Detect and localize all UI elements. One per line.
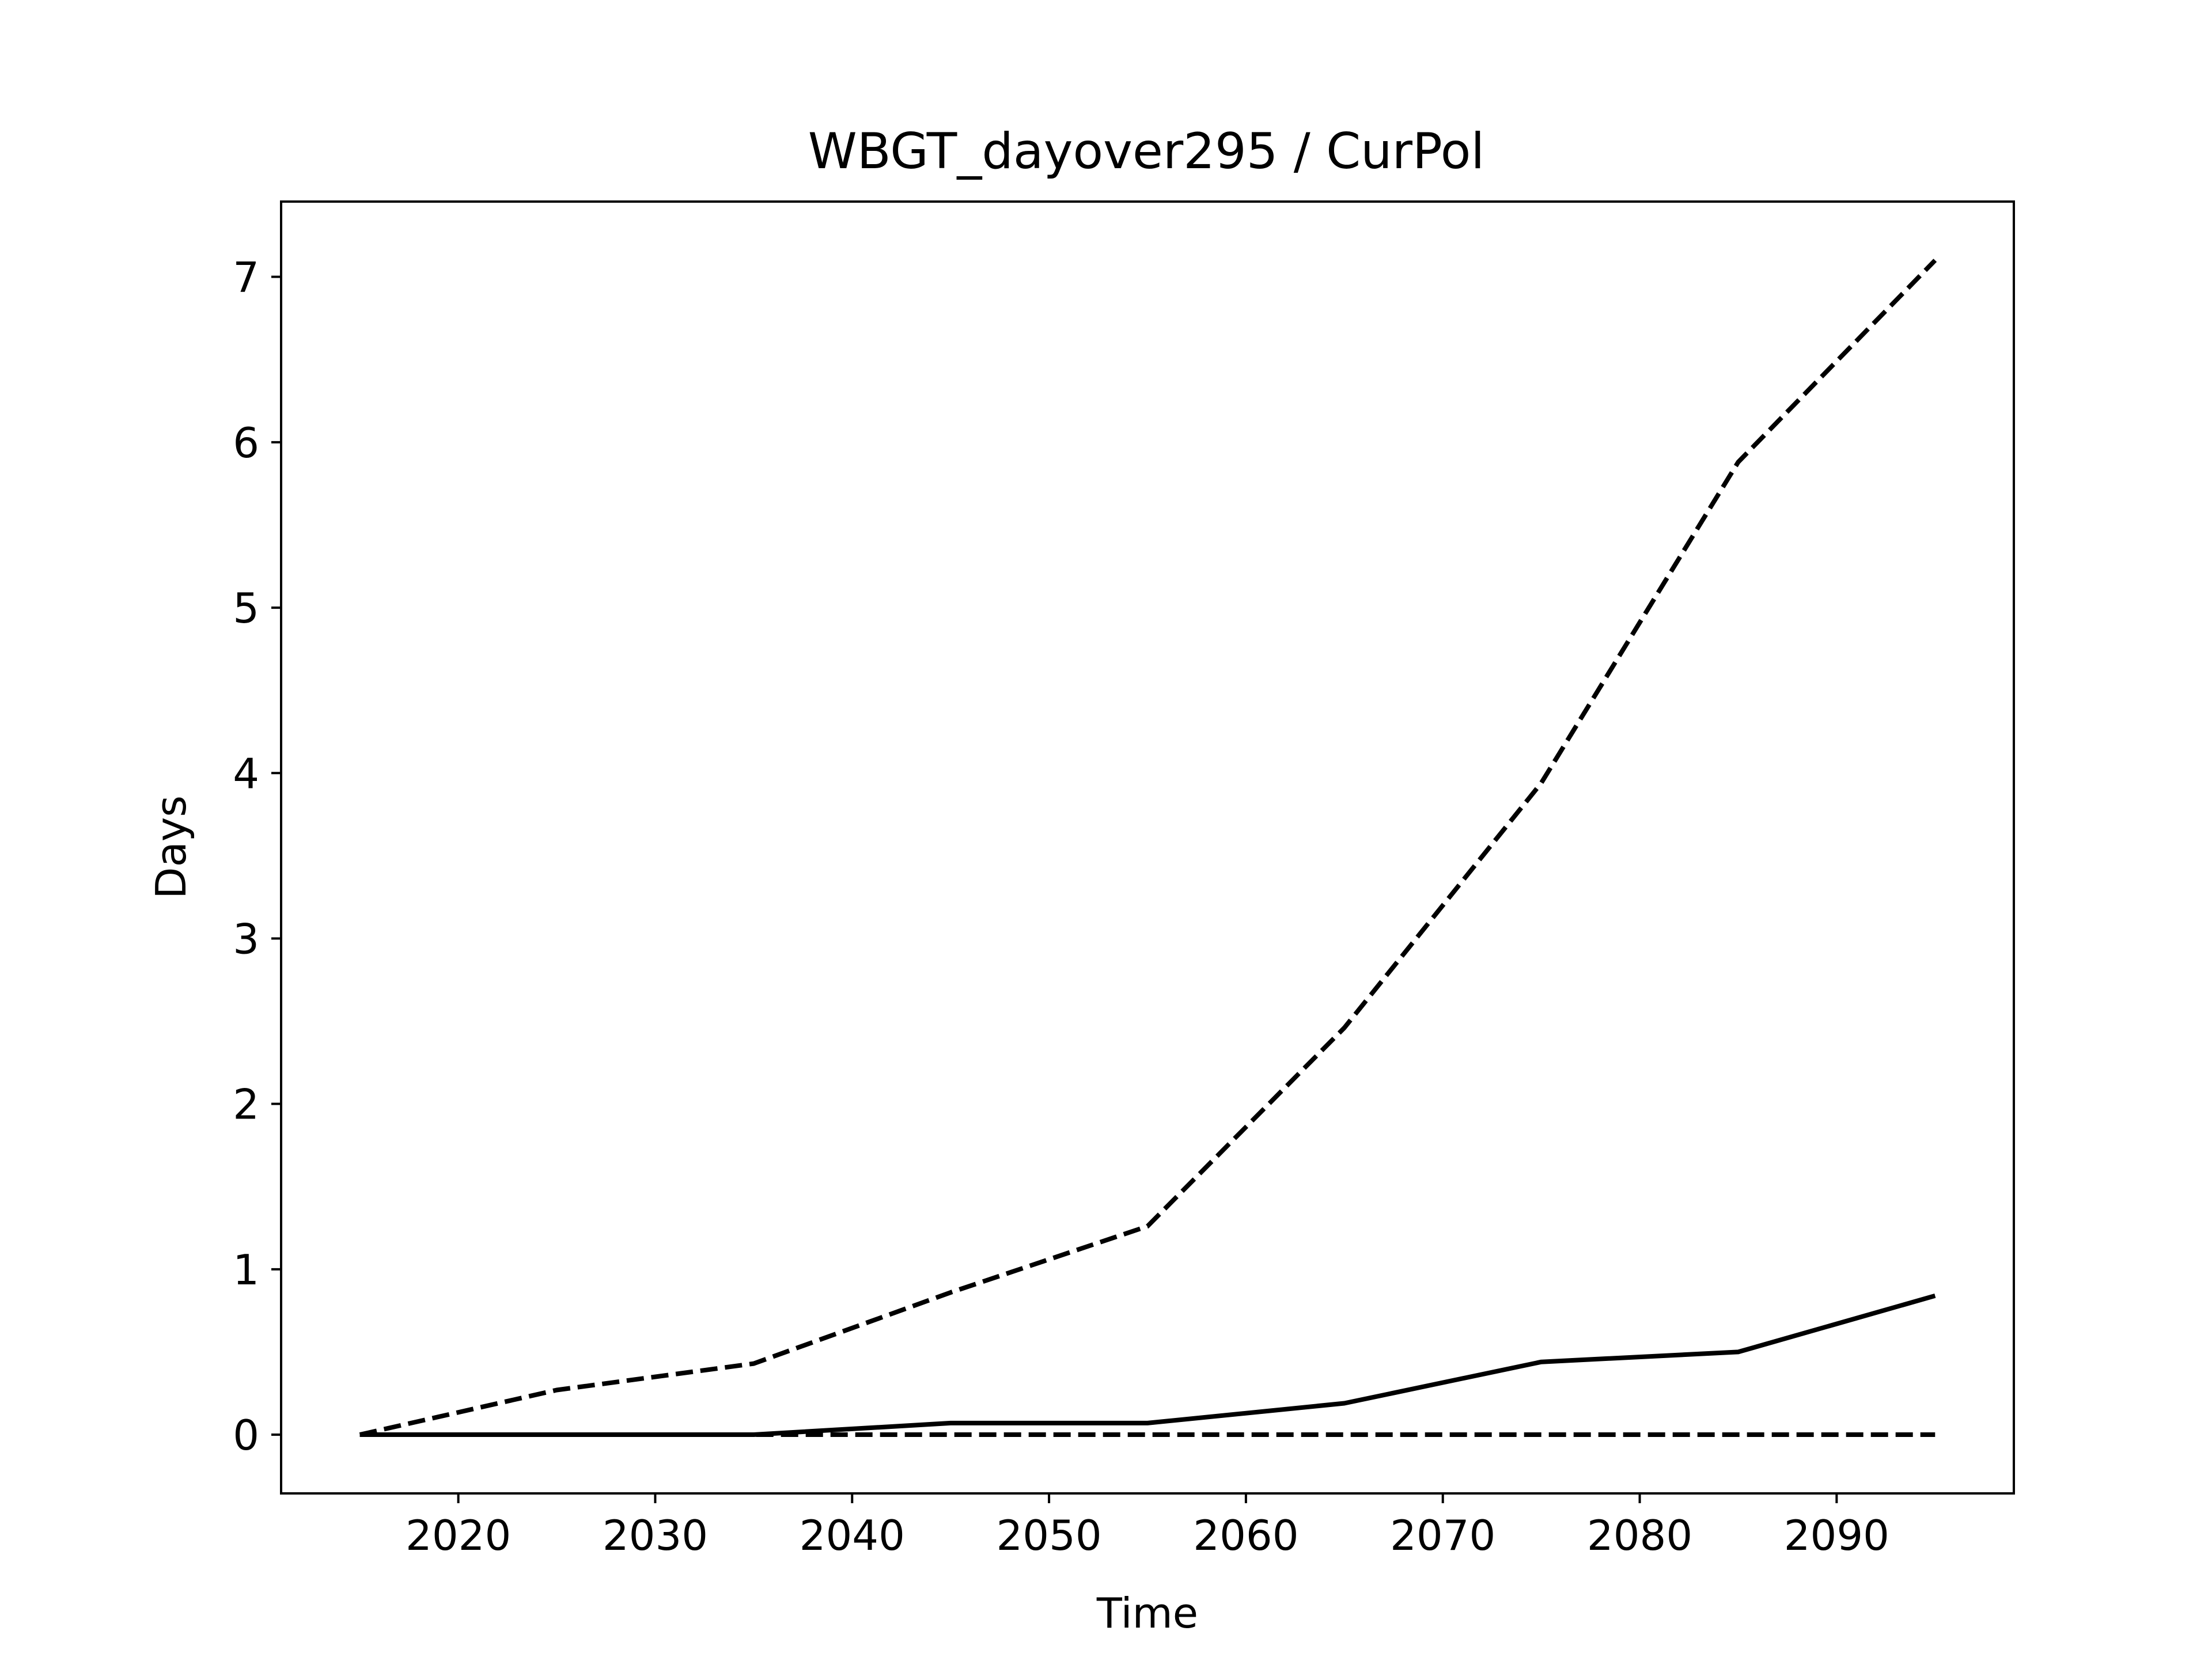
- x-tick-label-2080: 2080: [1587, 1511, 1692, 1560]
- y-tick-label-1: 1: [233, 1246, 259, 1294]
- x-tick-label-2060: 2060: [1193, 1511, 1298, 1560]
- x-axis-label: Time: [1096, 1589, 1198, 1637]
- y-tick-label-6: 6: [233, 419, 259, 467]
- y-tick-label-2: 2: [233, 1080, 259, 1129]
- x-axis-ticks: 2020 2030 2040 2050 2060 2070 2080 2090: [406, 1493, 1889, 1560]
- series-layer: [359, 259, 1937, 1437]
- series-line-0: [359, 259, 1937, 1437]
- x-tick-label-2030: 2030: [603, 1511, 708, 1560]
- x-tick-label-2020: 2020: [406, 1511, 511, 1560]
- x-tick-label-2040: 2040: [800, 1511, 905, 1560]
- y-axis-ticks: 0 1 2 3 4 5 6 7: [233, 253, 281, 1459]
- y-tick-label-3: 3: [233, 915, 259, 963]
- y-axis-label: Days: [147, 795, 195, 899]
- y-tick-label-7: 7: [233, 253, 259, 302]
- y-tick-label-4: 4: [233, 749, 259, 798]
- x-tick-label-2070: 2070: [1390, 1511, 1495, 1560]
- x-tick-label-2050: 2050: [996, 1511, 1101, 1560]
- x-tick-label-2090: 2090: [1784, 1511, 1889, 1560]
- y-tick-label-5: 5: [233, 584, 259, 632]
- chart-title: WBGT_dayover295 / CurPol: [808, 123, 1485, 180]
- y-tick-label-0: 0: [233, 1411, 259, 1459]
- plot-frame: [280, 200, 2015, 1495]
- plot-area: [280, 200, 2015, 1495]
